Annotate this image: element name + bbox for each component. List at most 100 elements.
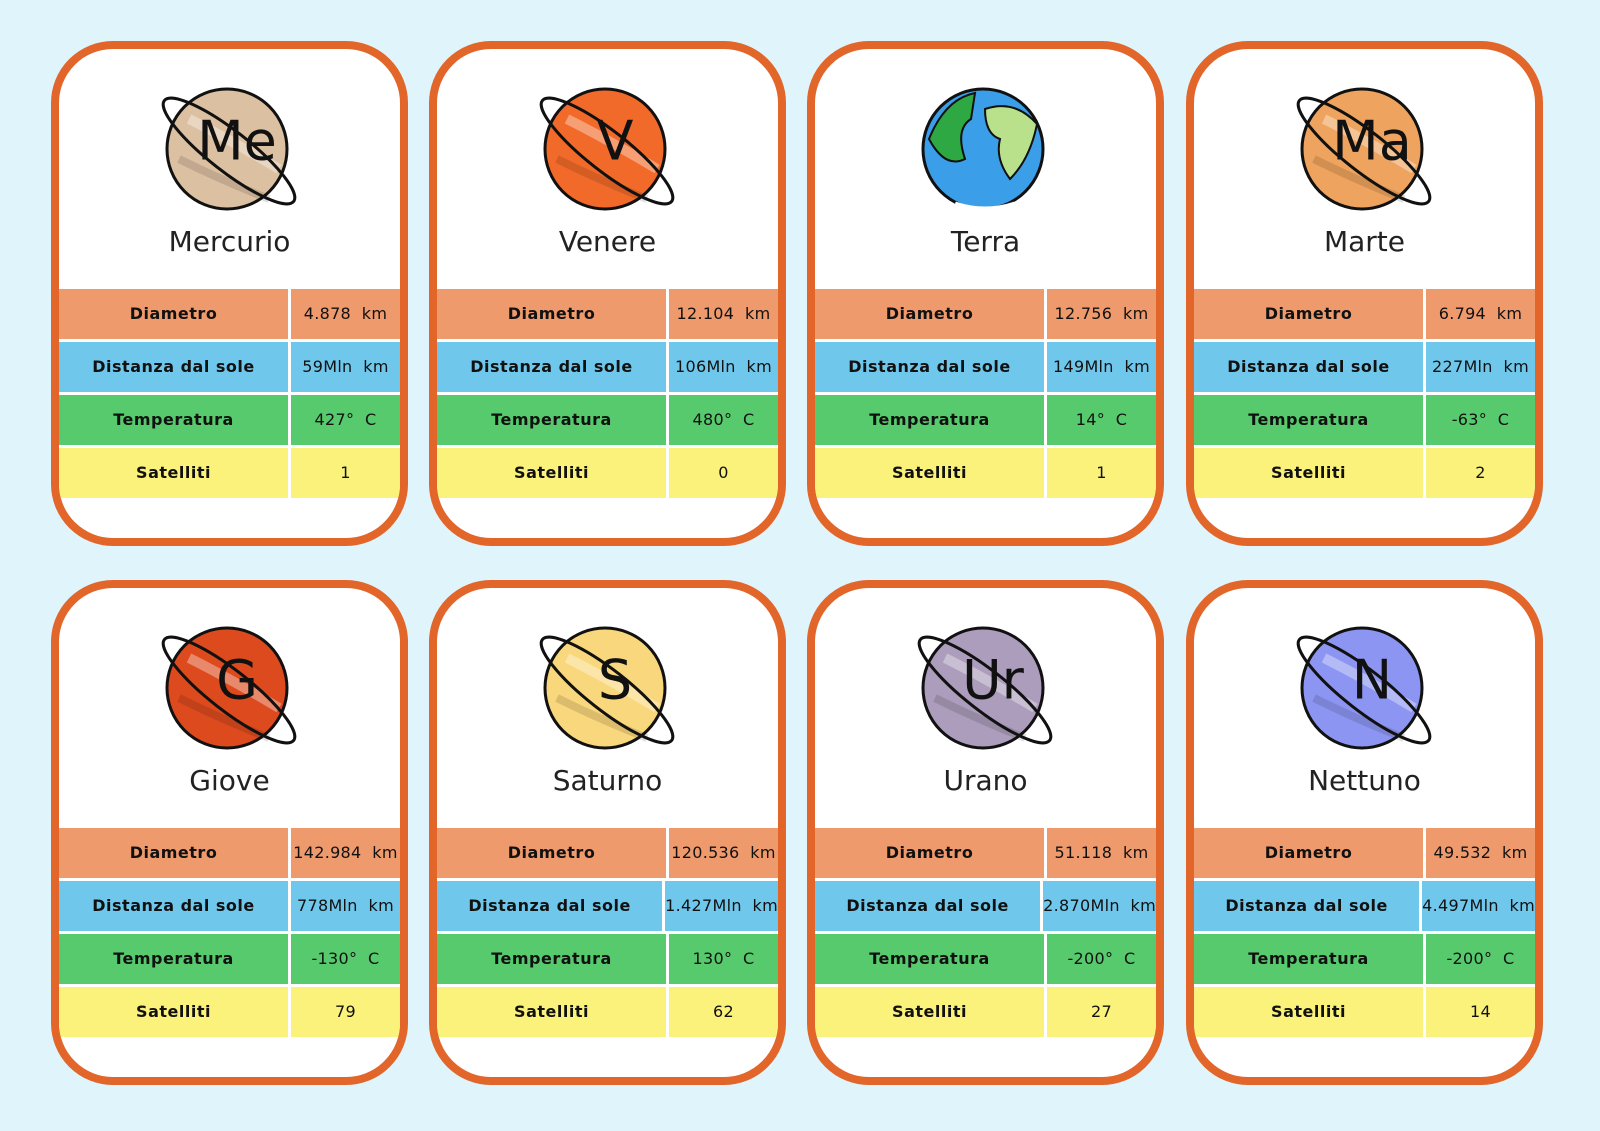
planet-ring bbox=[539, 635, 675, 745]
stat-label: Distanza dal sole bbox=[437, 342, 669, 392]
stat-value: 778Mln km bbox=[297, 896, 394, 915]
planet-body bbox=[543, 626, 667, 750]
planet-card: G Giove Diametro 142.984 km Distanza dal sol… bbox=[51, 580, 408, 1085]
planet-card: V Venere Diametro 12.104 km Distanza dal sol… bbox=[429, 41, 786, 546]
stat-label: Diametro bbox=[815, 828, 1047, 878]
stat-value: 12.756 km bbox=[1054, 304, 1149, 323]
planet-name: Mercurio bbox=[168, 225, 291, 258]
planet-icon: Ma bbox=[1296, 87, 1432, 211]
stat-row: Diametro 12.104 km bbox=[437, 289, 778, 339]
stat-label: Diametro bbox=[437, 289, 669, 339]
stat-row: Satelliti 27 bbox=[815, 987, 1156, 1037]
stat-label: Distanza dal sole bbox=[815, 342, 1047, 392]
planet-card: Ma Marte Diametro 6.794 km Distanza dal sole… bbox=[1186, 41, 1543, 546]
stat-value: 142.984 km bbox=[293, 843, 398, 862]
stat-label: Diametro bbox=[1194, 828, 1426, 878]
stat-row: Satelliti 1 bbox=[815, 448, 1156, 498]
stat-value: 12.104 km bbox=[676, 304, 771, 323]
stat-value: 106Mln km bbox=[675, 357, 772, 376]
stat-row: Diametro 142.984 km bbox=[59, 828, 400, 878]
planet-icon: Me bbox=[161, 87, 297, 211]
planet-card: N Nettuno Diametro 49.532 km Distanza dal so… bbox=[1186, 580, 1543, 1085]
shape bbox=[1321, 653, 1417, 713]
shape bbox=[954, 201, 1016, 212]
planet-symbol: V bbox=[597, 110, 634, 173]
stat-row: Diametro 120.536 km bbox=[437, 828, 778, 878]
stat-row: Distanza dal sole 149Mln km bbox=[815, 342, 1156, 392]
shape bbox=[1321, 114, 1417, 174]
stat-row: Diametro 12.756 km bbox=[815, 289, 1156, 339]
stat-value: 227Mln km bbox=[1432, 357, 1529, 376]
stat-row: Temperatura -200° C bbox=[1194, 934, 1535, 984]
stat-row: Distanza dal sole 227Mln km bbox=[1194, 342, 1535, 392]
stat-row: Diametro 4.878 km bbox=[59, 289, 400, 339]
planet-ring bbox=[161, 96, 297, 206]
stat-label: Temperatura bbox=[815, 934, 1047, 984]
stat-row: Distanza dal sole 1.427Mln km bbox=[437, 881, 778, 931]
stat-value: 1 bbox=[1096, 463, 1107, 482]
stat-row: Satelliti 0 bbox=[437, 448, 778, 498]
stat-value: 6.794 km bbox=[1438, 304, 1523, 323]
stat-row: Diametro 51.118 km bbox=[815, 828, 1156, 878]
planet-icon: V bbox=[539, 87, 675, 211]
stat-value: -200° C bbox=[1446, 949, 1515, 968]
stat-value: 59Mln km bbox=[302, 357, 389, 376]
stat-row: Temperatura 130° C bbox=[437, 934, 778, 984]
planet-card: S Saturno Diametro 120.536 km Distanza dal s… bbox=[429, 580, 786, 1085]
stat-row: Distanza dal sole 59Mln km bbox=[59, 342, 400, 392]
planet-name: Saturno bbox=[552, 764, 663, 797]
planet-symbol: Ur bbox=[962, 649, 1025, 712]
stat-label: Temperatura bbox=[815, 395, 1047, 445]
stat-label: Satelliti bbox=[59, 448, 291, 498]
stat-value: -63° C bbox=[1451, 410, 1510, 429]
planet-name: Giove bbox=[189, 764, 270, 797]
planet-card: Me Mercurio Diametro 4.878 km Distanza dal s… bbox=[51, 41, 408, 546]
planet-icon: S bbox=[539, 626, 675, 750]
planet-body bbox=[165, 626, 289, 750]
planet-body bbox=[543, 87, 667, 211]
planet-symbol: S bbox=[598, 649, 632, 712]
planet-icon: N bbox=[1296, 626, 1432, 750]
stat-value: 79 bbox=[335, 1002, 356, 1021]
stat-row: Satelliti 79 bbox=[59, 987, 400, 1037]
stat-row: Temperatura 14° C bbox=[815, 395, 1156, 445]
stat-label: Distanza dal sole bbox=[59, 342, 291, 392]
stat-label: Diametro bbox=[59, 828, 291, 878]
stat-value: 1 bbox=[340, 463, 351, 482]
stat-label: Distanza dal sole bbox=[1194, 342, 1426, 392]
stat-label: Satelliti bbox=[437, 987, 669, 1037]
planet-symbol: Me bbox=[197, 110, 277, 173]
stat-label: Satelliti bbox=[59, 987, 291, 1037]
stat-value: 14° C bbox=[1075, 410, 1128, 429]
stat-row: Distanza dal sole 4.497Mln km bbox=[1194, 881, 1535, 931]
stat-row: Distanza dal sole 778Mln km bbox=[59, 881, 400, 931]
planet-ring bbox=[539, 96, 675, 206]
stat-label: Satelliti bbox=[1194, 987, 1426, 1037]
planet-body bbox=[165, 87, 289, 211]
stat-row: Temperatura 427° C bbox=[59, 395, 400, 445]
stat-row: Temperatura -130° C bbox=[59, 934, 400, 984]
stat-row: Diametro 49.532 km bbox=[1194, 828, 1535, 878]
planet-name: Terra bbox=[950, 225, 1021, 258]
stat-row: Distanza dal sole 2.870Mln km bbox=[815, 881, 1156, 931]
stat-label: Distanza dal sole bbox=[1194, 881, 1423, 931]
stat-row: Satelliti 1 bbox=[59, 448, 400, 498]
stat-label: Temperatura bbox=[1194, 395, 1426, 445]
planet-body bbox=[1300, 626, 1424, 750]
stat-label: Temperatura bbox=[59, 934, 291, 984]
stat-row: Diametro 6.794 km bbox=[1194, 289, 1535, 339]
stat-label: Temperatura bbox=[437, 934, 669, 984]
stat-label: Diametro bbox=[59, 289, 291, 339]
stat-value: 149Mln km bbox=[1053, 357, 1150, 376]
planet-name: Venere bbox=[558, 225, 657, 258]
stat-label: Satelliti bbox=[815, 987, 1047, 1037]
stat-value: 1.427Mln km bbox=[665, 896, 778, 915]
stat-label: Distanza dal sole bbox=[815, 881, 1044, 931]
stat-value: 49.532 km bbox=[1433, 843, 1528, 862]
planet-body bbox=[921, 626, 1045, 750]
planet-name: Urano bbox=[943, 764, 1028, 797]
stat-value: 480° C bbox=[692, 410, 755, 429]
planet-card: Terra Diametro 12.756 km Distanza dal sole 1… bbox=[807, 41, 1164, 546]
planet-name: Nettuno bbox=[1308, 764, 1421, 797]
stat-value: 2 bbox=[1475, 463, 1486, 482]
